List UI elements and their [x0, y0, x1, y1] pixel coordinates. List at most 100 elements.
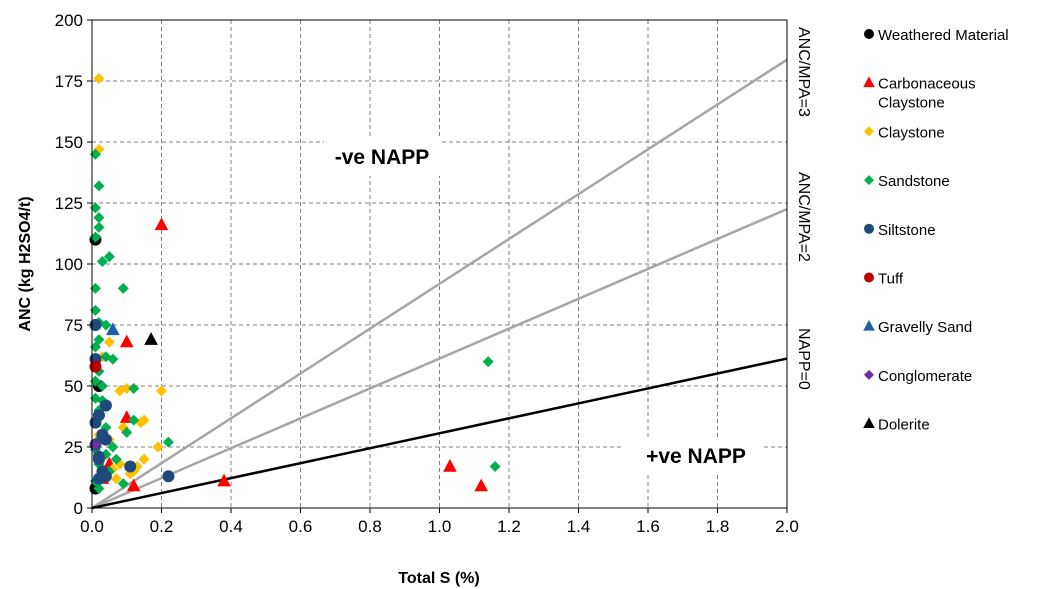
legend-marker: [864, 126, 874, 137]
x-axis-title: Total S (%): [398, 570, 479, 587]
data-point: [110, 453, 122, 465]
data-point: [89, 231, 101, 243]
data-point: [154, 217, 169, 231]
data-point: [93, 482, 105, 494]
data-point: [482, 356, 494, 368]
data-point: [89, 341, 101, 353]
data-point: [162, 470, 175, 483]
legend-marker: [863, 76, 875, 88]
data-point: [99, 433, 112, 446]
gridlines: [92, 20, 787, 508]
data-point: [92, 453, 105, 466]
y-tick-label: 175: [55, 72, 83, 91]
region-label-negative-napp: -ve NAPP: [335, 146, 430, 169]
line-label-ratio2: ANC/MPA=2: [795, 172, 812, 262]
legend-label: Dolerite: [878, 417, 930, 434]
x-tick-label: 1.8: [706, 517, 730, 536]
data-point: [93, 221, 105, 233]
legend-label: Carbonaceous Claystone: [878, 76, 976, 112]
x-tick-label: 0.6: [289, 517, 313, 536]
data-point: [144, 332, 158, 345]
x-tick-label: 0.2: [150, 517, 174, 536]
region-label-box-negative: [324, 138, 440, 176]
data-point: [121, 382, 133, 394]
data-point: [489, 461, 501, 473]
line-label-box-ratio2: [789, 165, 819, 295]
x-tick-label: 1.4: [567, 517, 591, 536]
data-point: [89, 360, 102, 373]
data-point: [96, 380, 108, 392]
legend-marker: [863, 417, 875, 428]
y-tick-labels: 0 25 50 75 100 125 150 175 200: [55, 11, 92, 518]
data-point: [138, 453, 150, 465]
data-point: [89, 202, 101, 214]
data-point: [217, 473, 231, 487]
data-point: [474, 478, 489, 492]
data-point: [128, 382, 140, 394]
data-point: [117, 478, 129, 490]
legend-marker: [864, 175, 874, 186]
data-point: [156, 385, 167, 397]
y-tick-label: 200: [55, 11, 83, 30]
data-point: [96, 256, 108, 268]
data-point: [119, 334, 134, 348]
legend-marker: [864, 272, 874, 283]
data-point: [106, 322, 120, 336]
data-point: [89, 304, 101, 316]
data-point: [107, 441, 119, 453]
data-point: [152, 441, 164, 453]
data-point: [100, 319, 112, 331]
x-tick-label: 0.8: [358, 517, 382, 536]
data-point: [89, 416, 102, 429]
y-tick-label: 150: [55, 133, 83, 152]
data-point: [103, 336, 115, 348]
line-label-napp0: NAPP=0: [795, 328, 812, 390]
legend-label: Tuff: [878, 271, 904, 288]
data-point: [99, 399, 112, 412]
data-point: [89, 375, 101, 387]
data-point: [89, 439, 101, 451]
reference-line: [91, 207, 788, 510]
line-label-box-ratio3: [789, 20, 819, 140]
y-axis-title: ANC (kg H2SO4/t): [17, 196, 34, 331]
reference-lines: [91, 58, 788, 510]
data-point: [93, 73, 105, 85]
reference-line: [91, 357, 788, 510]
legend-marker: [864, 223, 874, 234]
data-point: [162, 436, 174, 448]
y-tick-label: 0: [74, 499, 83, 518]
reference-line: [91, 58, 788, 510]
x-tick-label: 1.6: [636, 517, 660, 536]
data-point: [93, 180, 105, 192]
data-point: [107, 353, 119, 365]
data-point: [124, 460, 137, 473]
data-point: [126, 478, 141, 492]
legend-label: Sandstone: [878, 173, 950, 190]
legend-label: Conglomerate: [878, 368, 972, 385]
legend-label: Claystone: [878, 124, 945, 141]
legend-marker: [864, 29, 874, 39]
line-label-ratio3: ANC/MPA=3: [795, 27, 812, 117]
legend: Weathered Material Carbonaceous Claystone C…: [863, 27, 1009, 434]
data-point: [93, 212, 105, 224]
legend-marker: [864, 369, 874, 380]
line-label-box-napp0: [789, 325, 819, 420]
data-point: [121, 426, 133, 438]
y-tick-label: 100: [55, 255, 83, 274]
legend-label: Gravelly Sand: [878, 319, 972, 336]
data-point: [110, 473, 122, 485]
data-point: [128, 414, 140, 426]
data-point: [443, 459, 457, 472]
x-tick-label: 2.0: [775, 517, 799, 536]
x-tick-labels: 0.0 0.2 0.4 0.6 0.8 1.0 1.2 1.4 1.6 1.8 2.0: [80, 508, 799, 536]
data-point: [103, 251, 115, 263]
data-point: [138, 414, 150, 426]
x-tick-label: 1.2: [497, 517, 521, 536]
region-label-positive-napp: +ve NAPP: [646, 445, 746, 468]
data-point: [117, 282, 129, 294]
legend-marker: [863, 319, 875, 331]
y-tick-label: 75: [64, 316, 83, 335]
y-tick-label: 125: [55, 194, 83, 213]
data-point: [89, 282, 101, 294]
